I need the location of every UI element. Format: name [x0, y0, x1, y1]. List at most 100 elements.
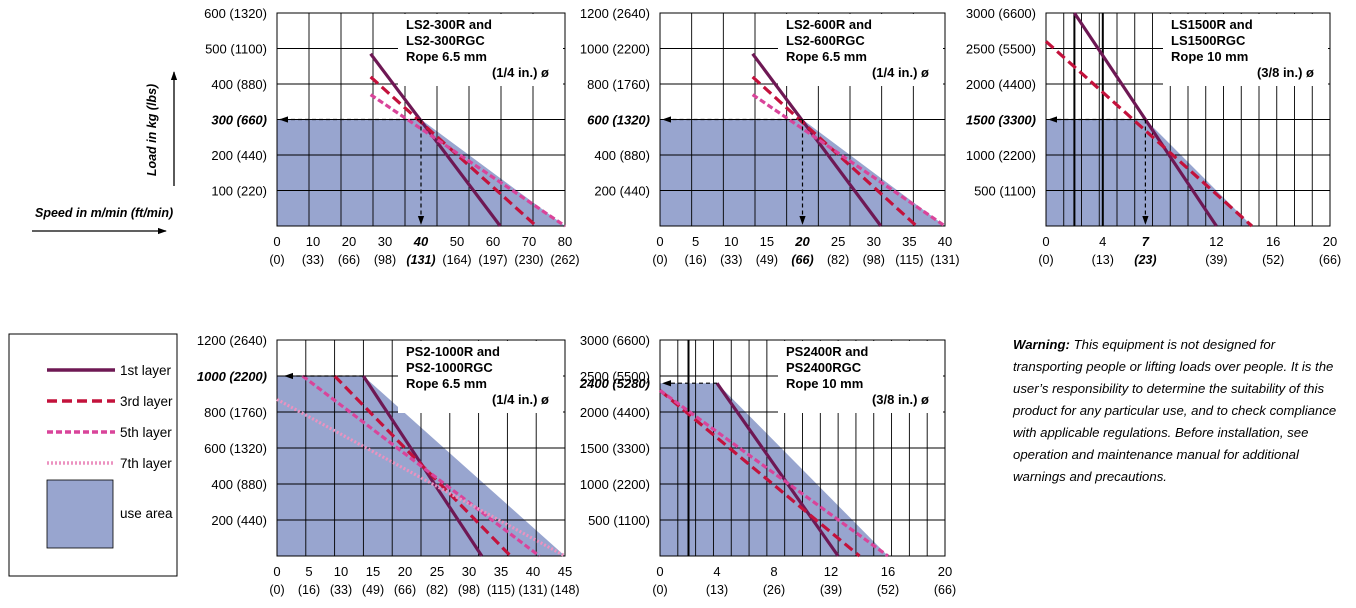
x-tick-label: 30 — [378, 234, 392, 249]
x-tick-label-ft: (115) — [487, 583, 515, 597]
x-tick-label: 40 — [413, 234, 429, 249]
rated-load-label: 1500 (3300) — [966, 113, 1036, 128]
title-box — [778, 341, 943, 413]
x-tick-label-ft: (66) — [394, 583, 416, 597]
x-tick-label: 15 — [760, 234, 774, 249]
chart-title-line: PS2-1000RGC — [406, 360, 493, 375]
series-layer5 — [369, 93, 566, 228]
x-tick-label-ft: (0) — [652, 583, 667, 597]
chart-title-line: LS2-600R and — [786, 17, 872, 32]
x-tick-label: 30 — [867, 234, 881, 249]
x-tick-label-ft: (52) — [1262, 253, 1284, 267]
x-tick-label: 80 — [558, 234, 572, 249]
legend-label: 7th layer — [120, 456, 172, 471]
y-tick-label: 400 (880) — [211, 477, 267, 492]
chart-title-line: PS2400RGC — [786, 360, 862, 375]
use-area — [660, 119, 945, 226]
legend-label: 1st layer — [120, 363, 172, 378]
x-tick-label: 16 — [1266, 234, 1280, 249]
x-tick-label: 20 — [1323, 234, 1337, 249]
x-tick-label-ft: (98) — [374, 253, 396, 267]
x-tick-label: 20 — [938, 564, 952, 579]
rated-load-label: 1000 (2200) — [197, 369, 267, 384]
warning-body: This equipment is not designed for trans… — [1013, 337, 1337, 484]
chart-title-line: (1/4 in.) ø — [872, 65, 929, 80]
y-tick-label: 1000 (2200) — [966, 148, 1036, 163]
y-tick-label: 200 (440) — [211, 148, 267, 163]
x-tick-label: 0 — [273, 564, 280, 579]
y-tick-label: 800 (1760) — [587, 77, 650, 92]
x-tick-label-ft: (33) — [330, 583, 352, 597]
x-tick-label-ft: (197) — [478, 253, 507, 267]
x-tick-label-ft: (66) — [1319, 253, 1341, 267]
x-tick-label: 15 — [366, 564, 380, 579]
x-tick-label-ft: (82) — [827, 253, 849, 267]
warning-lead: Warning: — [1013, 337, 1070, 352]
y-tick-label: 3000 (6600) — [966, 6, 1036, 21]
x-tick-label-ft: (66) — [934, 583, 956, 597]
series-layer1 — [751, 52, 883, 227]
plot-frame — [659, 12, 946, 227]
x-tick-label: 4 — [713, 564, 720, 579]
chart-title-line: Rope 6.5 mm — [786, 49, 867, 64]
x-tick-label-ft: (82) — [426, 583, 448, 597]
x-tick-label-ft: (0) — [1038, 253, 1053, 267]
x-tick-label-ft: (0) — [269, 583, 284, 597]
x-tick-label: 7 — [1142, 234, 1150, 249]
chart-title-line: LS2-300R and — [406, 17, 492, 32]
x-tick-label: 30 — [462, 564, 476, 579]
x-tick-label-ft: (13) — [1092, 253, 1114, 267]
x-tick-label: 25 — [430, 564, 444, 579]
plot-frame — [659, 339, 946, 557]
x-tick-label: 5 — [692, 234, 699, 249]
x-tick-label-ft: (39) — [820, 583, 842, 597]
x-tick-label-ft: (66) — [338, 253, 360, 267]
series-layer5 — [659, 389, 889, 558]
axis-hints: Load in kg (lbs) Speed in m/min (ft/min) — [32, 71, 178, 235]
x-tick-label: 20 — [794, 234, 810, 249]
chart-title-line: PS2400R and — [786, 344, 868, 359]
x-tick-label: 70 — [522, 234, 536, 249]
x-tick-label-ft: (262) — [550, 253, 579, 267]
x-tick-label: 50 — [450, 234, 464, 249]
legend-label: 3rd layer — [120, 394, 173, 409]
chart-title-line: (3/8 in.) ø — [1257, 65, 1314, 80]
x-tick-label: 35 — [494, 564, 508, 579]
x-tick-label-ft: (16) — [298, 583, 320, 597]
rated-load-label: 300 (660) — [211, 113, 267, 128]
x-tick-label: 0 — [656, 564, 663, 579]
chart-title-line: (3/8 in.) ø — [872, 392, 929, 407]
title-box — [398, 341, 563, 413]
legend-label: 5th layer — [120, 425, 172, 440]
x-tick-label: 5 — [305, 564, 312, 579]
y-tick-label: 200 (440) — [211, 513, 267, 528]
x-tick-label-ft: (131) — [930, 253, 959, 267]
plot-frame — [1045, 12, 1331, 227]
legend-use-area-swatch — [46, 479, 114, 549]
y-tick-label: 1200 (2640) — [580, 6, 650, 21]
x-tick-label: 20 — [342, 234, 356, 249]
y-tick-label: 2500 (5500) — [580, 369, 650, 384]
y-tick-label: 400 (880) — [211, 77, 267, 92]
x-tick-label: 12 — [824, 564, 838, 579]
x-tick-label-ft: (148) — [550, 583, 579, 597]
series-layer3 — [1044, 40, 1253, 228]
title-box — [398, 14, 563, 86]
y-tick-label: 1500 (3300) — [580, 441, 650, 456]
use-area — [277, 119, 565, 226]
x-tick-label: 0 — [273, 234, 280, 249]
y-tick-label: 1200 (2640) — [197, 333, 267, 348]
chart-title-line: Rope 10 mm — [1171, 49, 1248, 64]
chart-title-line: LS1500R and — [1171, 17, 1253, 32]
chart-title-line: (1/4 in.) ø — [492, 392, 549, 407]
y-tick-label: 2000 (4400) — [580, 405, 650, 420]
x-tick-label-ft: (230) — [514, 253, 543, 267]
x-tick-label: 25 — [831, 234, 845, 249]
x-tick-label-ft: (164) — [442, 253, 471, 267]
series-layer5 — [751, 93, 946, 228]
series-layer5 — [301, 374, 541, 558]
x-tick-label: 0 — [1042, 234, 1049, 249]
x-tick-label: 45 — [558, 564, 572, 579]
